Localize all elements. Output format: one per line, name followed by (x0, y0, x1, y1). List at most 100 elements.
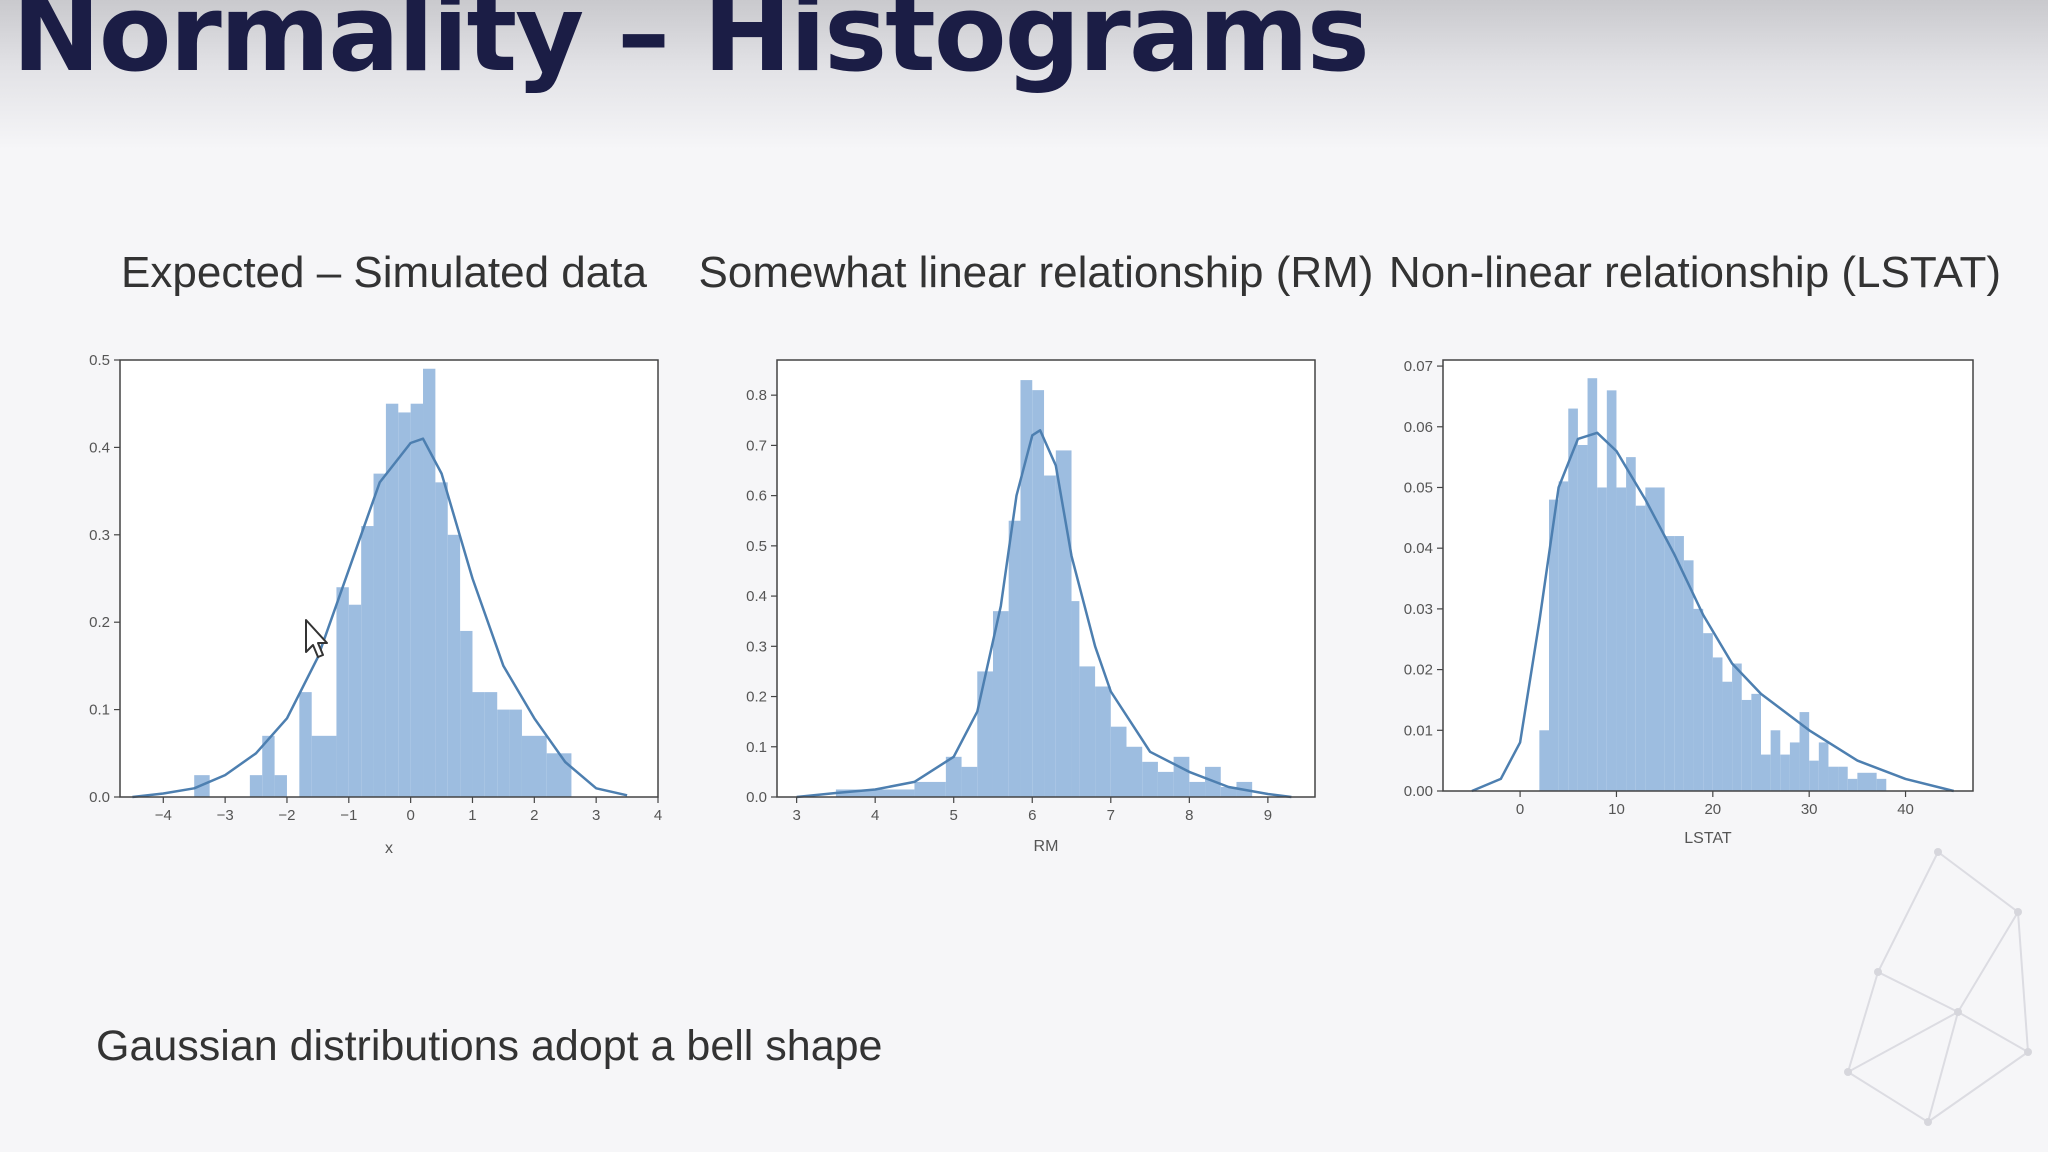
histogram-bar (1809, 760, 1819, 791)
histogram-bar (1189, 781, 1206, 797)
histogram-bar (1126, 746, 1143, 797)
histogram-bar (1732, 663, 1742, 791)
histogram-bar (1558, 481, 1569, 791)
y-tick-label: 0.05 (1404, 479, 1433, 496)
plot-frame-simulated (119, 359, 659, 798)
histogram-bar (1655, 487, 1665, 791)
footer-caption: Gaussian distributions adopt a bell shap… (96, 1022, 883, 1070)
x-tick-label: 0 (1516, 801, 1524, 818)
y-tick-label: 0.01 (1404, 722, 1433, 739)
histogram-bar (1712, 657, 1723, 791)
y-tick-label: 0.0 (89, 789, 110, 806)
histogram-bar (1606, 390, 1617, 791)
histogram-bar (961, 766, 978, 797)
histogram-bar (1674, 536, 1684, 791)
histogram-bar (423, 368, 436, 797)
histogram-bar (1770, 730, 1781, 791)
y-tick-label: 0.7 (746, 437, 767, 454)
x-tick-label: 7 (1107, 807, 1115, 824)
x-axis-label-simulated: x (385, 840, 393, 857)
histogram-bar (1838, 766, 1848, 791)
x-tick-label: 6 (1028, 807, 1036, 824)
chart-rm: 3 4 5 6 7 8 9 0.0 0.1 0.2 0.3 0.4 0.5 0.6 0.7 0.8 RM (746, 359, 1316, 855)
x-tick-label: 10 (1608, 801, 1625, 818)
x-tick-label: 20 (1704, 801, 1721, 818)
histogram-bar (1722, 681, 1733, 791)
histogram-bar (1577, 444, 1588, 791)
histogram-bar (1044, 475, 1056, 797)
histogram-bar (1664, 536, 1675, 791)
x-tick-label: −2 (278, 807, 295, 824)
histogram-bar (1635, 505, 1646, 791)
x-tick-label: 30 (1801, 801, 1818, 818)
plot-frame-rm (776, 359, 1316, 798)
histogram-bar (1751, 693, 1761, 791)
histogram-bar (1220, 786, 1237, 797)
y-tick-label: 0.2 (89, 614, 110, 631)
histogram-bar (546, 753, 572, 797)
y-tick-label: 0.00 (1404, 783, 1433, 800)
histogram-bar (945, 756, 962, 797)
histogram-bar (1616, 487, 1627, 791)
chart-title-lstat: Non-linear relationship (LSTAT) (1388, 248, 2002, 297)
y-tick-label: 0.4 (89, 439, 110, 456)
x-tick-label: 4 (871, 807, 879, 824)
x-tick-label: 9 (1264, 807, 1272, 824)
histogram-bar (435, 482, 448, 797)
plot-frame-lstat (1442, 359, 1974, 792)
histogram-bar (509, 709, 522, 797)
histogram-bar (1780, 754, 1790, 791)
histogram-bar (484, 692, 498, 797)
slide-title: Normality – Histograms (12, 0, 1370, 95)
y-tick-label: 0.8 (746, 387, 767, 404)
x-tick-label: 5 (950, 807, 958, 824)
x-tick-label: 4 (654, 807, 662, 824)
y-tick-label: 0.3 (746, 638, 767, 655)
x-tick-label: 8 (1185, 807, 1193, 824)
kde-curve (132, 437, 628, 799)
histogram-bar (1597, 487, 1607, 791)
y-tick-label: 0.1 (746, 739, 767, 756)
y-tick-label: 0.2 (746, 689, 767, 706)
histogram-bar (1876, 778, 1887, 791)
histogram-bar (1079, 666, 1096, 797)
histogram-bar (1095, 686, 1111, 797)
x-tick-label: −1 (340, 807, 357, 824)
y-tick-label: 0.3 (89, 527, 110, 544)
y-tick-label: 0.1 (89, 702, 110, 719)
y-tick-label: 0.07 (1404, 358, 1433, 375)
histogram-bar (262, 735, 275, 797)
chart-title-rm: Somewhat linear relationship (RM) (698, 248, 1374, 297)
histogram-bar (1055, 450, 1072, 797)
x-axis-label-lstat: LSTAT (1684, 830, 1732, 847)
histogram-bar (1539, 730, 1549, 791)
x-tick-label: −4 (155, 807, 172, 824)
y-tick-label: 0.5 (89, 352, 110, 369)
x-axis-label-rm: RM (1034, 838, 1059, 855)
histogram-bar (1645, 487, 1655, 791)
histogram-bar (1008, 520, 1021, 797)
histogram-bar (1626, 457, 1636, 791)
histogram-bar (497, 709, 510, 797)
kde-curve (796, 429, 1292, 799)
x-tick-label: −3 (217, 807, 234, 824)
histogram-bar (1549, 499, 1559, 791)
histogram-bar (348, 604, 362, 797)
y-tick-label: 0.04 (1404, 540, 1433, 557)
decorative-network-graphic (1844, 848, 2032, 1126)
histogram-bar (373, 473, 386, 797)
histogram-bar (1703, 633, 1713, 791)
kde-curve (1471, 431, 1955, 793)
histogram-bar (1110, 726, 1127, 797)
histogram-bar (1587, 378, 1598, 791)
histogram-bar (1683, 560, 1694, 791)
histogram-bar (398, 412, 411, 797)
histogram-bar (992, 611, 1009, 797)
histogram-bar (1741, 699, 1752, 791)
x-tick-label: 40 (1897, 801, 1914, 818)
x-tick-label: 2 (530, 807, 538, 824)
mouse-cursor-icon (305, 619, 328, 658)
histogram-bar (914, 781, 946, 797)
histogram-bar (1020, 380, 1033, 797)
